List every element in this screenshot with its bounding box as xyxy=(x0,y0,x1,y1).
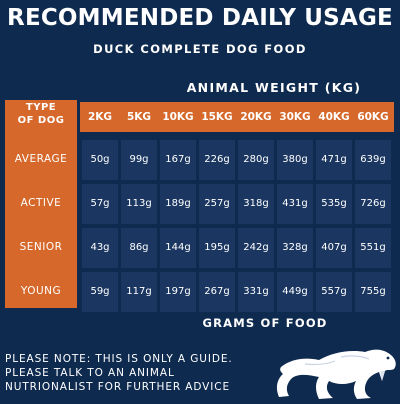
animal-weight-label: ANIMAL WEIGHT (KG) xyxy=(186,80,362,95)
table-cell xyxy=(199,228,235,268)
table-cell xyxy=(121,140,157,180)
table-cell-value: 407g xyxy=(321,242,347,253)
table-cell xyxy=(238,228,274,268)
type-header-line2: OF DOG xyxy=(17,115,65,126)
weight-header-cell: 20KG xyxy=(240,111,272,123)
table-cell-value: 431g xyxy=(282,198,308,209)
table-cell-value: 242g xyxy=(243,242,269,253)
table-cell-value: 318g xyxy=(243,198,269,209)
table-cell xyxy=(238,184,274,224)
table-cell-value: 380g xyxy=(282,154,308,165)
page-title: RECOMMENDED DAILY USAGE xyxy=(7,5,393,31)
table-cell-value: 755g xyxy=(360,286,386,297)
table-cell xyxy=(316,140,352,180)
table-cell-value: 226g xyxy=(204,154,230,165)
table-cell xyxy=(238,272,274,312)
table-cell xyxy=(199,272,235,312)
table-cell xyxy=(277,140,313,180)
grams-of-food-label: GRAMS OF FOOD xyxy=(202,316,328,330)
table-cell xyxy=(82,228,118,268)
table-cell-value: 113g xyxy=(126,198,152,209)
table-cell-value: 167g xyxy=(165,154,191,165)
weight-header-cell: 60KG xyxy=(357,111,389,123)
table-cell xyxy=(82,140,118,180)
table-cell-value: 267g xyxy=(204,286,230,297)
table-cell xyxy=(160,272,196,312)
table-cell xyxy=(82,272,118,312)
note-line-1: PLEASE NOTE: THIS IS ONLY A GUIDE. xyxy=(5,353,233,365)
sabre-tooth-cat-icon xyxy=(275,343,400,400)
table-cell-value: 86g xyxy=(129,242,149,253)
table-cell-value: 43g xyxy=(90,242,110,253)
type-header-line1: TYPE xyxy=(25,102,57,113)
table-cell xyxy=(355,272,391,312)
table-cell-value: 726g xyxy=(360,198,386,209)
table-cell xyxy=(355,184,391,224)
table-cell xyxy=(160,140,196,180)
table-cell-value: 639g xyxy=(360,154,386,165)
row-label-young: YOUNG xyxy=(20,285,62,297)
table-cell xyxy=(355,140,391,180)
table-cell xyxy=(316,228,352,268)
weight-header-bar xyxy=(80,102,394,132)
row-label-average: AVERAGE xyxy=(14,153,68,165)
table-cell-value: 449g xyxy=(282,286,308,297)
table-cell-value: 99g xyxy=(129,154,149,165)
row-label-senior: SENIOR xyxy=(19,241,63,253)
table-cell xyxy=(355,228,391,268)
table-cell-value: 280g xyxy=(243,154,269,165)
table-cell xyxy=(199,184,235,224)
table-cell xyxy=(121,228,157,268)
table-cell-value: 117g xyxy=(126,286,152,297)
weight-header-cell: 2KG xyxy=(87,111,113,123)
dog-type-column xyxy=(5,100,77,308)
row-label-active: ACTIVE xyxy=(20,197,62,209)
table-cell-value: 197g xyxy=(165,286,191,297)
table-cell-value: 471g xyxy=(321,154,347,165)
table-cell xyxy=(277,272,313,312)
weight-header-cell: 15KG xyxy=(201,111,233,123)
table-cell xyxy=(316,184,352,224)
table-cell-value: 50g xyxy=(90,154,110,165)
page-subtitle: DUCK COMPLETE DOG FOOD xyxy=(93,42,307,56)
table-cell xyxy=(160,184,196,224)
table-cell-value: 59g xyxy=(90,286,110,297)
type-of-dog-header: TYPE OF DOG xyxy=(5,101,77,127)
note-line-3: NUTRIONALIST FOR FURTHER ADVICE xyxy=(5,381,231,393)
table-cell-value: 328g xyxy=(282,242,308,253)
table-cell xyxy=(121,272,157,312)
table-cell xyxy=(82,184,118,224)
table-cell-value: 57g xyxy=(90,198,110,209)
table-cell-value: 535g xyxy=(321,198,347,209)
weight-header-cell: 10KG xyxy=(162,111,194,123)
table-cell xyxy=(277,228,313,268)
note-line-2: PLEASE TALK TO AN ANIMAL xyxy=(5,367,175,379)
table-cell-value: 331g xyxy=(243,286,269,297)
weight-header-cell: 5KG xyxy=(126,111,152,123)
table-cell xyxy=(199,140,235,180)
table-cell-value: 551g xyxy=(360,242,386,253)
table-cell xyxy=(160,228,196,268)
table-cell xyxy=(121,184,157,224)
table-cell xyxy=(277,184,313,224)
table-cell-value: 557g xyxy=(321,286,347,297)
table-cell xyxy=(316,272,352,312)
table-cell-value: 257g xyxy=(204,198,230,209)
table-cell-value: 144g xyxy=(165,242,191,253)
table-cell xyxy=(238,140,274,180)
weight-header-cell: 40KG xyxy=(318,111,350,123)
weight-header-cell: 30KG xyxy=(279,111,311,123)
table-cell-value: 189g xyxy=(165,198,191,209)
table-cell-value: 195g xyxy=(204,242,230,253)
